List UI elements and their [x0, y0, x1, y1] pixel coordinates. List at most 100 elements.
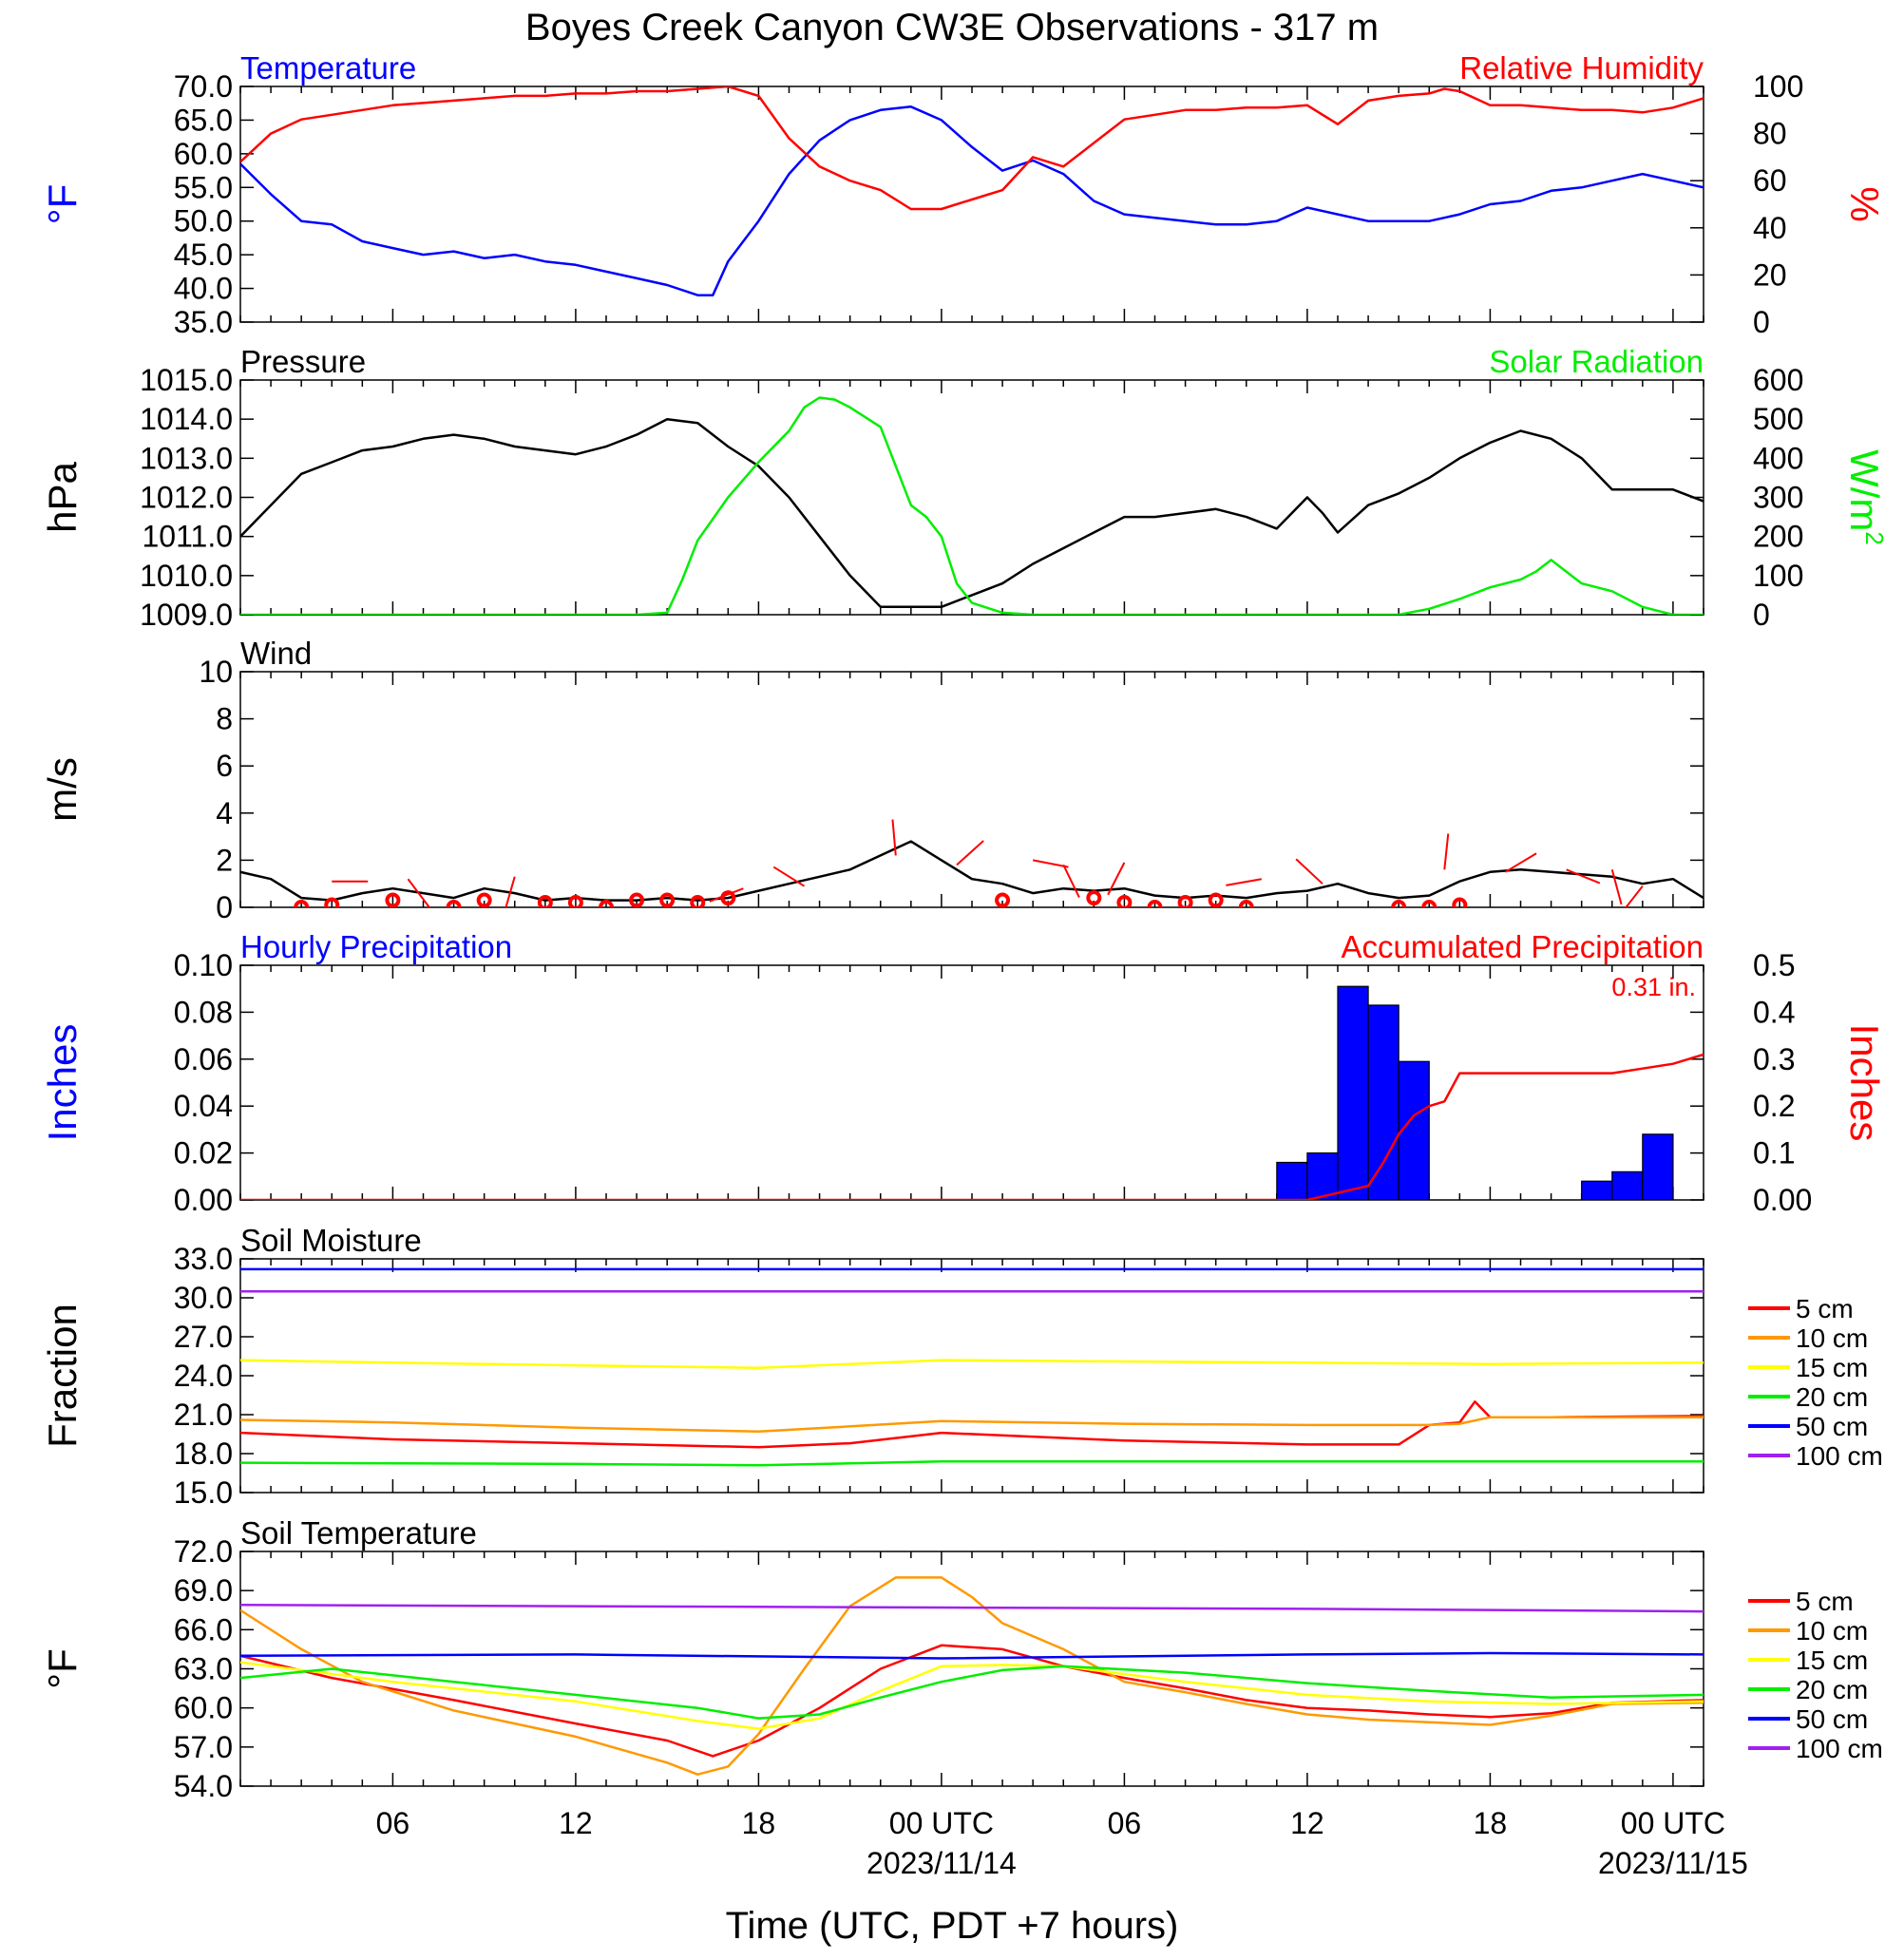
series-line-relative-humidity — [240, 86, 1704, 211]
series-group — [240, 396, 1704, 615]
precip-bar — [1611, 1170, 1644, 1200]
y-tick-label-left: 70.0 — [174, 69, 233, 104]
y-tick-label-left: 1013.0 — [140, 441, 233, 475]
calm-wind-marker — [324, 897, 340, 907]
y-tick-label-left: 66.0 — [174, 1612, 233, 1646]
y-tick-label-left: 4 — [216, 796, 233, 830]
y-tick-label-left: 0.08 — [174, 995, 233, 1029]
legend-label: 50 cm — [1796, 1412, 1868, 1441]
x-tick-label: 00 UTC — [1621, 1806, 1725, 1840]
precip-bar — [1398, 1060, 1430, 1200]
y-tick-label-right: 400 — [1753, 441, 1803, 475]
series-line-temperature — [240, 105, 1704, 296]
y-tick-label-left: 63.0 — [174, 1652, 233, 1686]
y-axis-label-right: Inches — [1842, 1024, 1887, 1142]
y-tick-label-left: 0.06 — [174, 1042, 233, 1076]
chart-panels: 35.040.045.050.055.060.065.070.002040608… — [40, 50, 1889, 1880]
wind-direction-barb — [505, 876, 516, 907]
legend-label: 50 cm — [1796, 1704, 1868, 1734]
panel-title-left: Temperature — [240, 50, 416, 86]
y-tick-label-left: 21.0 — [174, 1398, 233, 1432]
series-group — [240, 86, 1704, 296]
y-tick-label-left: 10 — [199, 655, 233, 689]
series-line-pressure — [240, 417, 1704, 609]
legend-label: 10 cm — [1796, 1616, 1868, 1646]
y-tick-label-left: 0.00 — [174, 1183, 233, 1217]
y-tick-label-left: 1014.0 — [140, 402, 233, 436]
y-tick-label-left: 1012.0 — [140, 481, 233, 515]
wind-direction-barb — [1032, 859, 1069, 868]
panel-title-left: Soil Moisture — [240, 1223, 422, 1258]
panel-frame — [239, 1551, 1704, 1787]
calm-wind-marker — [567, 895, 583, 907]
x-axis-label: Time (UTC, PDT +7 hours) — [726, 1905, 1179, 1947]
y-tick-label-left: 30.0 — [174, 1281, 233, 1315]
wind-direction-barb — [407, 878, 431, 907]
y-tick-label-left: 6 — [216, 749, 233, 783]
y-tick-label-right: 100 — [1753, 69, 1803, 104]
x-tick-label: 00 UTC — [889, 1806, 994, 1840]
series-line-wind — [240, 840, 1704, 902]
wind-direction-barb — [1295, 858, 1323, 885]
legend-label: 5 cm — [1796, 1294, 1854, 1323]
y-axis-label-right-text: % — [1842, 186, 1887, 221]
panel-temp_rh: 35.040.045.050.055.060.065.070.0 0 20 40 60 8… — [40, 50, 1887, 339]
calm-wind-marker — [1086, 890, 1102, 906]
calm-wind-marker — [1208, 892, 1224, 907]
calm-wind-marker — [995, 892, 1011, 907]
legend-label: 5 cm — [1796, 1587, 1854, 1616]
y-tick-label-right: 100 — [1753, 559, 1803, 593]
y-tick-label-left: 8 — [216, 702, 233, 736]
calm-wind-marker — [599, 900, 614, 907]
calm-wind-marker — [385, 892, 401, 907]
series-group — [240, 1576, 1704, 1776]
y-axis-label-left: m/s — [40, 757, 85, 822]
wind-direction-barb — [891, 819, 897, 856]
y-tick-label-left: 1010.0 — [140, 559, 233, 593]
x-tick-label: 12 — [1290, 1806, 1324, 1840]
calm-wind-marker — [537, 895, 553, 907]
y-tick-label-right: 600 — [1753, 363, 1803, 397]
series-group — [240, 985, 1704, 1200]
y-tick-label-right: 20 — [1753, 257, 1787, 292]
wind-direction-barb — [1226, 878, 1262, 886]
y-axis-label-left: °F — [40, 1648, 85, 1688]
y-tick-label-left: 0.10 — [174, 948, 233, 982]
x-tick-label: 06 — [1108, 1806, 1142, 1840]
precip-bar — [1367, 1004, 1399, 1200]
y-tick-label-left: 65.0 — [174, 103, 233, 137]
series-line-10-cm — [240, 1576, 1704, 1776]
y-axis-label-right-text: Inches — [1842, 1024, 1887, 1142]
y-tick-label-left: 57.0 — [174, 1730, 233, 1764]
panel-precip: 0.00 0.02 0.04 0.06 0.08 0.10 0.00 0.1 0.2 0.3 0.4… — [40, 929, 1887, 1217]
y-tick-label-left: 60.0 — [174, 1691, 233, 1725]
y-tick-label-left: 1011.0 — [143, 520, 234, 554]
y-tick-label-right: 200 — [1753, 520, 1803, 554]
calm-wind-marker — [659, 892, 676, 907]
calm-wind-marker — [1391, 900, 1407, 907]
y-tick-label-left: 24.0 — [174, 1359, 233, 1393]
y-tick-label-right: 0.1 — [1753, 1136, 1795, 1170]
wind-direction-barb — [1443, 833, 1450, 870]
y-tick-label-right: 0.5 — [1753, 948, 1795, 982]
y-tick-label-left: 1009.0 — [140, 598, 233, 632]
panel-frame — [239, 379, 1704, 616]
series-line-15-cm — [240, 1661, 1704, 1730]
panel-frame — [239, 1258, 1704, 1494]
y-axis-label-right-text: W/m — [1842, 449, 1887, 531]
y-tick-label-right: 40 — [1753, 211, 1787, 245]
wind-direction-barb — [1610, 869, 1623, 905]
calm-wind-marker — [1147, 900, 1163, 907]
y-axis-label-right: W/m2 — [1842, 449, 1889, 545]
y-tick-label-right: 500 — [1753, 402, 1803, 436]
y-axis-label-left: Inches — [40, 1024, 85, 1142]
panel-frame — [239, 964, 1704, 1201]
wind-direction-barb — [1062, 864, 1080, 898]
y-tick-label-left: 0 — [216, 890, 233, 924]
series-line-50-cm — [240, 1651, 1704, 1660]
calm-wind-marker — [720, 890, 736, 906]
